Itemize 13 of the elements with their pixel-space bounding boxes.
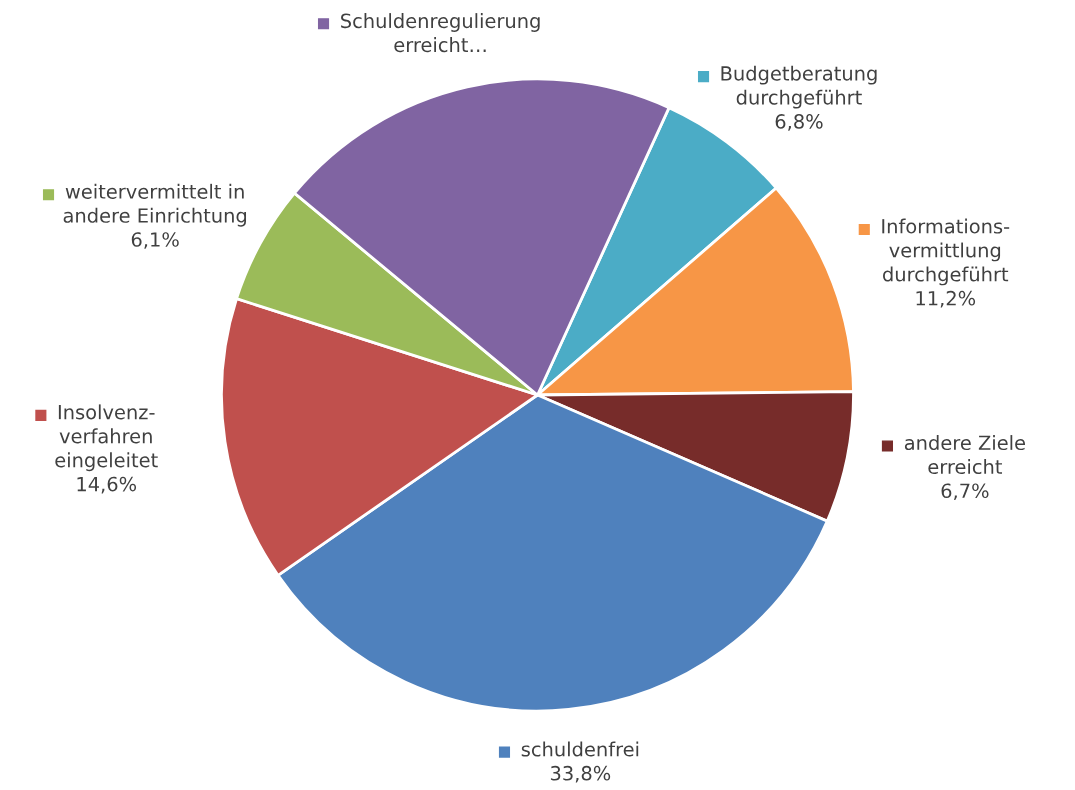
data-label: 6,7% [941, 483, 989, 501]
data-label: 11,2% [916, 290, 976, 308]
data-label: 6,1% [131, 232, 179, 249]
legend-label: weitervermittelt in andere Einrichtung [63, 183, 247, 227]
legend-label: Insolvenz- verfahren eingeleitet [55, 404, 158, 472]
data-label: 33,8% [550, 765, 611, 783]
legend-label: schuldenfrei [521, 741, 639, 757]
data-label: 14,6% [77, 476, 137, 494]
legend-label: Schuldenregulierung erreicht… [341, 13, 540, 53]
legend-label: andere Ziele erreicht [904, 435, 1025, 475]
data-label: 6,8% [775, 114, 823, 131]
legend-label: Informations- vermittlung durchgeführt [882, 218, 1010, 286]
legend-label: Budgetberatung durchgeführt [721, 65, 877, 109]
